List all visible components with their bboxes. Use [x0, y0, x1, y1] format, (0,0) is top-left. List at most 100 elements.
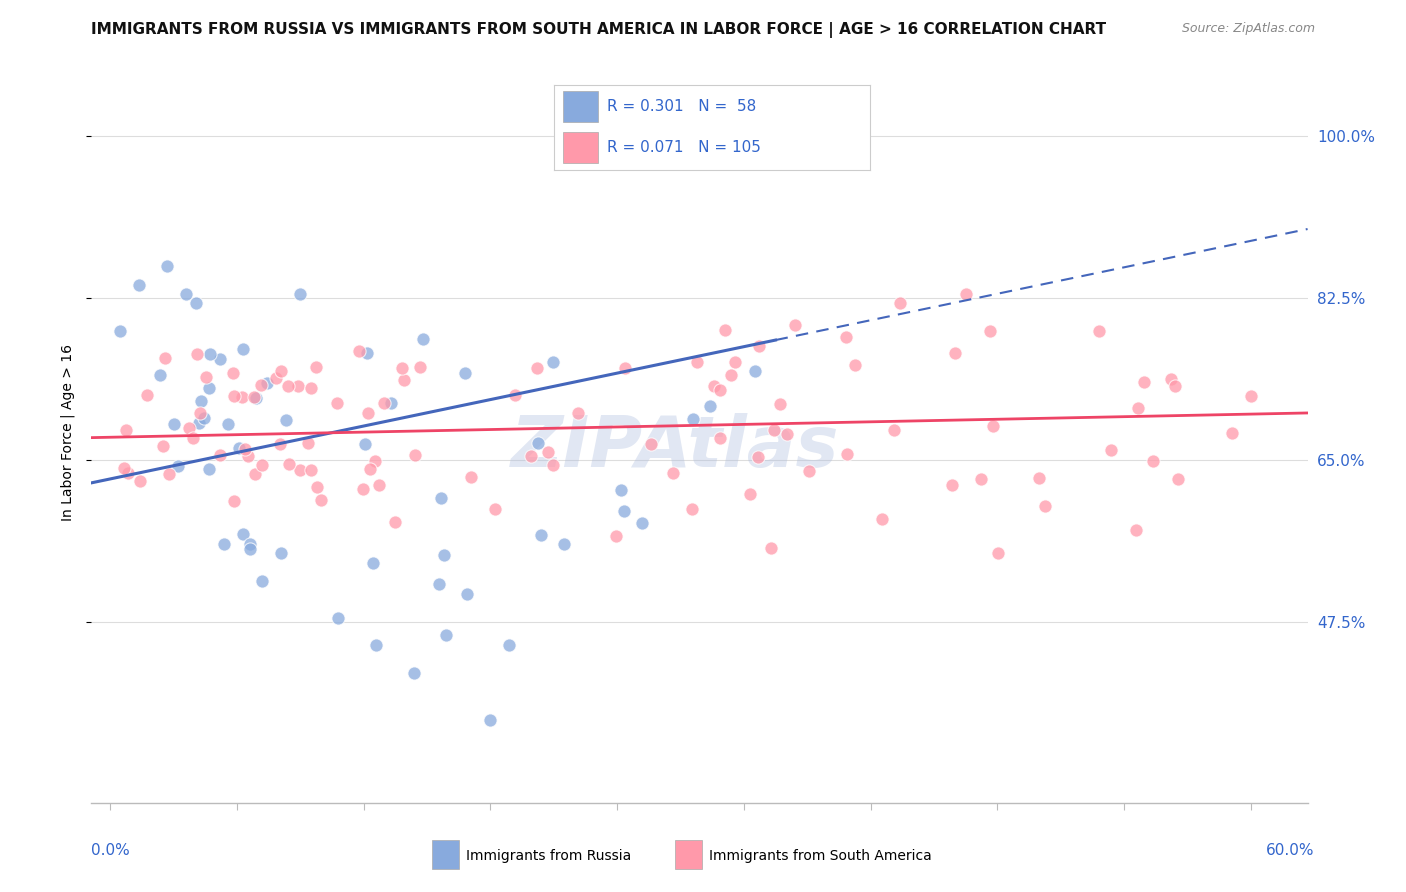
Point: [761, 541, 783, 556]
Point: [224, 389, 246, 403]
Point: [427, 577, 450, 591]
Point: [709, 383, 731, 397]
Point: [1126, 401, 1149, 415]
Point: [613, 504, 636, 518]
Point: [1220, 425, 1243, 440]
Point: [889, 296, 911, 310]
Point: [193, 410, 215, 425]
Point: [404, 448, 426, 462]
Point: [981, 419, 1004, 434]
Point: [797, 464, 820, 478]
Point: [347, 343, 370, 358]
Point: [356, 346, 378, 360]
Point: [1125, 523, 1147, 537]
Text: Source: ZipAtlas.com: Source: ZipAtlas.com: [1181, 22, 1315, 36]
Point: [460, 470, 482, 484]
Point: [1163, 379, 1185, 393]
Point: [610, 483, 633, 498]
Point: [1099, 442, 1122, 457]
Point: [456, 586, 478, 600]
Point: [380, 396, 402, 410]
Point: [373, 396, 395, 410]
Point: [392, 373, 415, 387]
Point: [1239, 389, 1261, 403]
Point: [198, 381, 221, 395]
Point: [277, 379, 299, 393]
Point: [274, 413, 297, 427]
Point: [195, 369, 218, 384]
Point: [391, 361, 413, 376]
FancyBboxPatch shape: [432, 840, 458, 870]
Point: [970, 472, 993, 486]
Point: [430, 491, 453, 505]
Point: [239, 537, 262, 551]
Point: [117, 466, 139, 480]
Point: [526, 361, 548, 376]
Point: [662, 466, 685, 480]
Point: [352, 483, 374, 497]
Point: [307, 480, 329, 494]
Point: [1132, 376, 1154, 390]
Point: [835, 329, 858, 343]
Point: [354, 437, 377, 451]
Point: [503, 388, 526, 402]
Point: [409, 359, 432, 374]
Point: [479, 713, 502, 727]
Point: [484, 502, 506, 516]
Point: [776, 427, 799, 442]
Text: Immigrants from South America: Immigrants from South America: [709, 849, 932, 863]
Point: [242, 390, 264, 404]
Point: [364, 454, 387, 468]
Point: [368, 478, 391, 492]
Point: [541, 355, 564, 369]
Point: [359, 461, 381, 475]
Point: [128, 277, 150, 292]
Point: [309, 493, 332, 508]
Point: [979, 324, 1001, 338]
Point: [228, 441, 250, 455]
Point: [453, 367, 475, 381]
Point: [1087, 324, 1109, 338]
Point: [747, 450, 769, 465]
Point: [631, 516, 654, 530]
Point: [783, 318, 806, 332]
Point: [232, 527, 254, 541]
Point: [112, 461, 135, 475]
Point: [738, 487, 761, 501]
Point: [724, 355, 747, 369]
Point: [326, 395, 349, 409]
Point: [328, 611, 350, 625]
Point: [232, 342, 254, 356]
Point: [166, 458, 188, 473]
Point: [498, 639, 520, 653]
Point: [1028, 471, 1050, 485]
Point: [245, 392, 267, 406]
Point: [434, 628, 457, 642]
Point: [222, 494, 245, 508]
Point: [299, 381, 322, 395]
Point: [250, 377, 273, 392]
Point: [157, 467, 180, 481]
Point: [553, 537, 575, 551]
Point: [714, 323, 737, 337]
Point: [769, 396, 792, 410]
Point: [299, 463, 322, 477]
Point: [184, 296, 207, 310]
Point: [256, 376, 278, 390]
Point: [108, 324, 131, 338]
Point: [238, 541, 260, 556]
Point: [835, 447, 858, 461]
Point: [357, 406, 380, 420]
Point: [748, 339, 770, 353]
Point: [605, 529, 627, 543]
Point: [152, 439, 174, 453]
Point: [270, 363, 292, 377]
Text: IMMIGRANTS FROM RUSSIA VS IMMIGRANTS FROM SOUTH AMERICA IN LABOR FORCE | AGE > 1: IMMIGRANTS FROM RUSSIA VS IMMIGRANTS FRO…: [91, 22, 1107, 38]
FancyBboxPatch shape: [675, 840, 702, 870]
Point: [1160, 372, 1182, 386]
Point: [987, 546, 1010, 560]
Point: [231, 390, 253, 404]
Point: [530, 527, 553, 541]
Point: [1167, 472, 1189, 486]
Point: [155, 351, 177, 365]
